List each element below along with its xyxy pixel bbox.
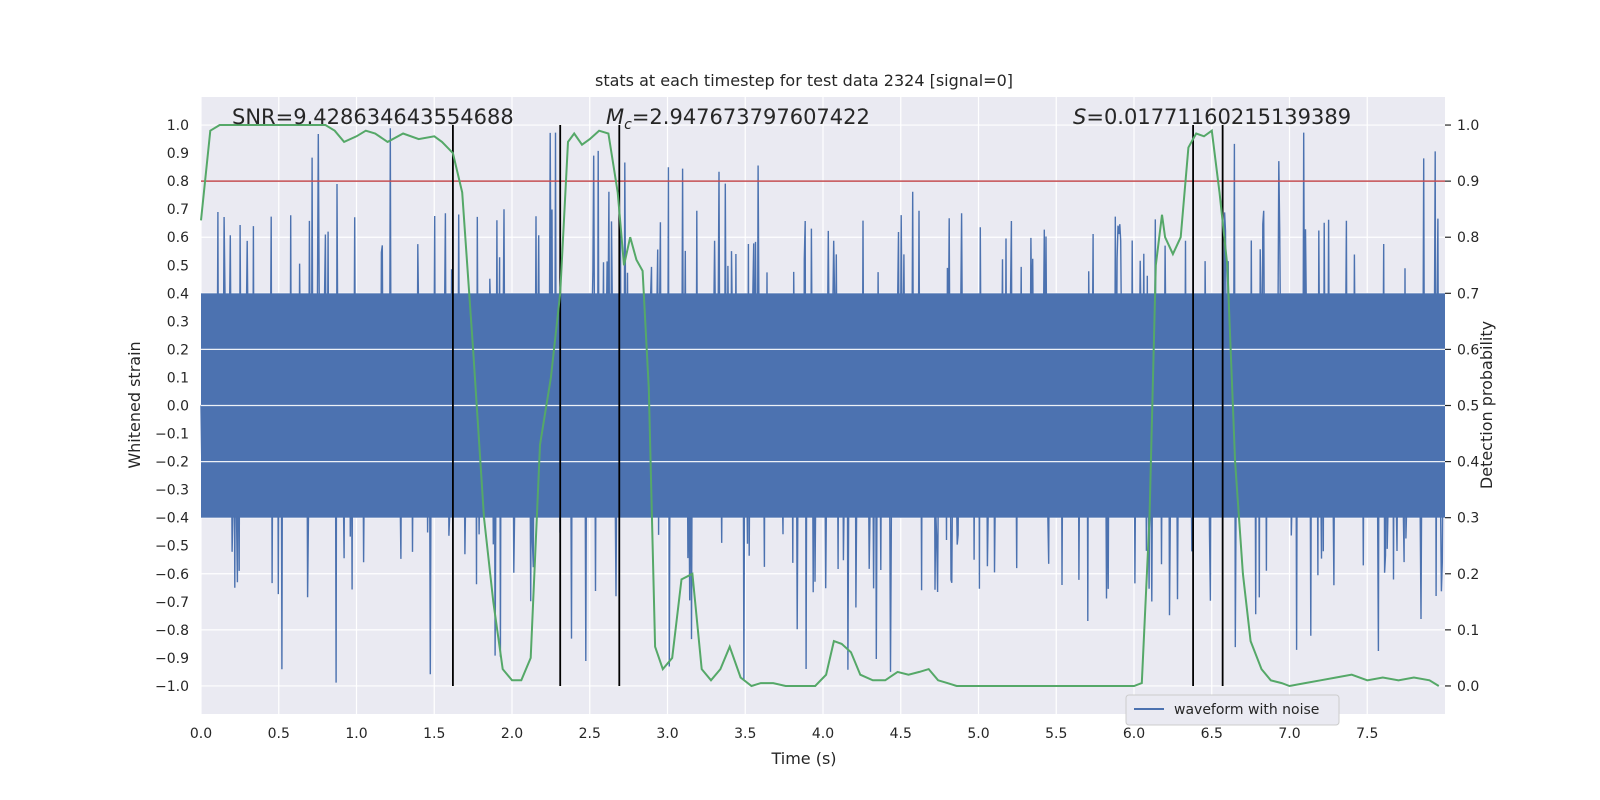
y-tick-label: 0.5 xyxy=(167,258,189,274)
x-axis-label: Time (s) xyxy=(770,749,836,768)
y-tick-label: −0.2 xyxy=(155,455,189,471)
x-tick-label: 2.5 xyxy=(579,726,601,742)
waveform-series xyxy=(200,128,1445,683)
y2-axis-label: Detection probability xyxy=(1477,321,1496,489)
y2-tick-label: 1.0 xyxy=(1457,118,1479,134)
y-axis-label: Whitened strain xyxy=(125,341,144,468)
y-tick-label: 1.0 xyxy=(167,118,189,134)
y-tick-label: −0.5 xyxy=(155,539,189,555)
x-tick-label: 6.5 xyxy=(1201,726,1223,742)
s-annotation: S=0.01771160215139389 xyxy=(1073,105,1351,129)
y-tick-label: 0.6 xyxy=(167,230,189,246)
y2-tick-label: 0.0 xyxy=(1457,679,1479,695)
y-tick-label: −0.4 xyxy=(155,511,189,527)
y2-tick-label: 0.6 xyxy=(1457,342,1479,358)
y2-tick-label: 0.9 xyxy=(1457,174,1479,190)
y2-tick-label: 0.3 xyxy=(1457,511,1479,527)
y-tick-label: 0.1 xyxy=(167,370,189,386)
y-tick-label: −0.6 xyxy=(155,567,189,583)
x-tick-label: 1.5 xyxy=(423,726,445,742)
y-tick-label: −0.3 xyxy=(155,483,189,499)
y2-tick-label: 0.4 xyxy=(1457,455,1479,471)
x-tick-label: 2.0 xyxy=(501,726,523,742)
y-tick-label: −0.8 xyxy=(155,623,189,639)
y2-tick-label: 0.2 xyxy=(1457,567,1479,583)
x-tick-label: 1.0 xyxy=(345,726,367,742)
y-tick-label: 0.3 xyxy=(167,314,189,330)
axes-ticks: 0.0 0.5 1.0 1.5 2.0 2.5 3.0 3.5 4.0 4.5 5.0 5.5 6.0 6… xyxy=(155,118,1479,742)
chirp-mass-symbol: M xyxy=(606,105,624,129)
legend-label: waveform with noise xyxy=(1174,702,1319,718)
snr-annotation: SNR=9.428634643554688 xyxy=(232,105,514,129)
x-tick-label: 6.0 xyxy=(1123,726,1145,742)
s-value: =0.01771160215139389 xyxy=(1086,105,1351,129)
y-tick-label: 0.8 xyxy=(167,174,189,190)
chart-title: stats at each timestep for test data 232… xyxy=(595,71,1013,90)
x-tick-label: 4.0 xyxy=(812,726,834,742)
y2-tick-label: 0.8 xyxy=(1457,230,1479,246)
y2-tick-label: 0.1 xyxy=(1457,623,1479,639)
y2-tick-label: 0.7 xyxy=(1457,286,1479,302)
y-tick-label: 0.9 xyxy=(167,146,189,162)
x-tick-label: 5.5 xyxy=(1045,726,1067,742)
s-symbol: S xyxy=(1073,105,1086,129)
x-tick-label: 0.0 xyxy=(190,726,212,742)
x-tick-label: 3.0 xyxy=(656,726,678,742)
x-tick-label: 7.0 xyxy=(1278,726,1300,742)
legend: waveform with noise xyxy=(1125,694,1340,726)
y-tick-label: −1.0 xyxy=(155,679,189,695)
y-tick-label: −0.7 xyxy=(155,595,189,611)
chirp-mass-subscript: c xyxy=(624,117,632,133)
y-tick-label: −0.1 xyxy=(155,427,189,443)
y-tick-label: 0.4 xyxy=(167,286,189,302)
probability-series xyxy=(200,124,1440,688)
x-tick-label: 5.0 xyxy=(967,726,989,742)
x-tick-label: 0.5 xyxy=(268,726,290,742)
x-tick-label: 4.5 xyxy=(890,726,912,742)
x-tick-label: 7.5 xyxy=(1356,726,1378,742)
y-tick-label: 0.7 xyxy=(167,202,189,218)
legend-box xyxy=(1125,694,1340,726)
chirp-mass-annotation: Mc=2.947673797607422 xyxy=(606,105,870,133)
y2-tick-label: 0.5 xyxy=(1457,399,1479,415)
y-tick-label: 0.0 xyxy=(167,399,189,415)
chirp-mass-value: =2.947673797607422 xyxy=(632,105,870,129)
y-tick-label: −0.9 xyxy=(155,651,189,667)
x-tick-label: 3.5 xyxy=(734,726,756,742)
probability-line xyxy=(200,124,1440,688)
y-tick-label: 0.2 xyxy=(167,342,189,358)
